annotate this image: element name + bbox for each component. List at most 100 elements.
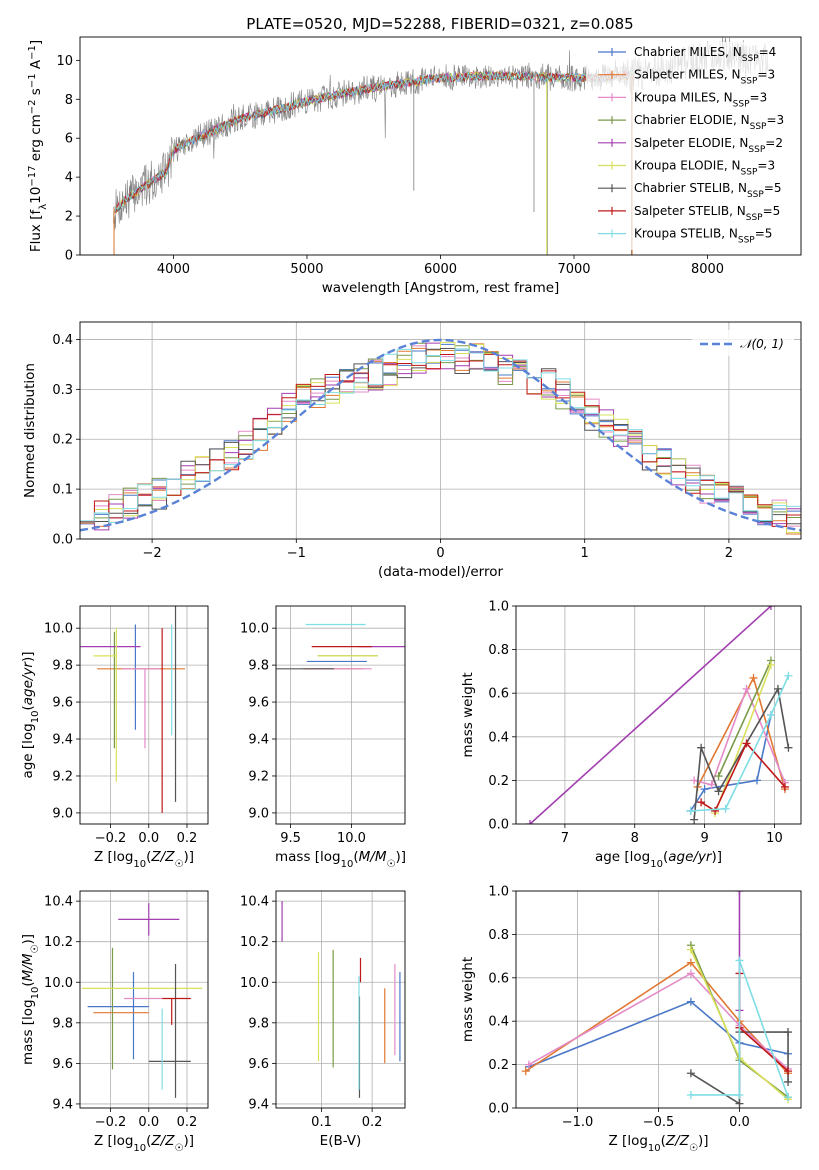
- label-part: Chabrier MILES, N: [634, 45, 742, 59]
- legend-label: Kroupa MILES, NSSP=3: [634, 90, 767, 109]
- data-point: [87, 972, 149, 1060]
- series: [735, 969, 793, 1076]
- x-tick-label: −1.0: [562, 1115, 594, 1130]
- y-tick-label: 9.2: [248, 769, 269, 784]
- x-tick-label: 5000: [290, 262, 323, 277]
- label-part: (: [661, 1133, 666, 1149]
- panel-mass-vs-ebv: 0.1 0.2 9.4 9.6 9.8 10.0 10.2 10.4 E(B-V): [240, 890, 406, 1149]
- legend-label: Chabrier MILES, NSSP=4: [634, 45, 776, 64]
- y-tick-label: 9.8: [52, 1016, 73, 1031]
- series-marker: [524, 1060, 533, 1069]
- legend-label: Kroupa STELIB, NSSP=5: [634, 227, 772, 246]
- x-tick-label: 0: [436, 546, 444, 561]
- x-tick-label: 0.2: [362, 1115, 383, 1130]
- label-part: Flux [f: [28, 209, 44, 253]
- label-part: (: [146, 849, 151, 865]
- x-tick-label: 8000: [691, 262, 724, 277]
- series-marker: [752, 776, 761, 785]
- axes-frame: [79, 36, 802, 256]
- label-part: )]: [712, 849, 723, 865]
- y-tick-label: 10.4: [240, 895, 269, 910]
- series-marker: [784, 1093, 793, 1102]
- legend-label: 𝒩(0, 1): [740, 337, 784, 351]
- label-part: −2: [27, 99, 38, 114]
- y-axis-label: mass [log10(M/M☉)]: [20, 934, 41, 1065]
- series-marker: [714, 772, 723, 781]
- x-axis-label: (data-model)/error: [378, 564, 504, 580]
- label-part: Normed distribution: [22, 363, 38, 498]
- y-tick-label: 9.4: [52, 733, 73, 748]
- label-part: =3: [757, 159, 775, 173]
- series: [690, 684, 793, 824]
- y-tick-label: 0.0: [488, 1102, 509, 1117]
- label-part: ☉: [174, 859, 183, 870]
- label-part: Z/Z: [150, 849, 175, 865]
- label-part: wavelength [Angstrom, rest frame]: [322, 280, 560, 296]
- label-part: =4: [759, 45, 777, 59]
- panel-mass-vs-Z: −0.2 0.0 0.29.49.69.810.010.210.4Z [log10(…: [20, 890, 209, 1154]
- data-point: [93, 628, 117, 782]
- label-part: (: [20, 705, 36, 710]
- label-part: age [log: [595, 849, 650, 865]
- x-tick-label: 0.2: [177, 1115, 198, 1130]
- label-part: SSP: [747, 190, 764, 200]
- legend-label: Chabrier ELODIE, NSSP=3: [634, 113, 784, 132]
- label-part: ☉: [689, 1143, 698, 1154]
- series-marker: [690, 815, 699, 824]
- series-marker: [773, 684, 782, 693]
- x-tick-label: 9: [700, 831, 708, 846]
- data-point: [118, 903, 180, 936]
- label-part: =5: [764, 181, 782, 195]
- y-tick-label: 9.4: [52, 1097, 73, 1112]
- series: [525, 606, 775, 824]
- label-part: 10: [648, 1143, 661, 1154]
- label-part: 10: [28, 187, 44, 204]
- x-tick-label: 10: [766, 831, 783, 846]
- label-part: )]: [20, 934, 36, 945]
- y-tick-label: 10.0: [240, 622, 269, 637]
- x-tick-label: 7000: [557, 262, 590, 277]
- label-part: )]: [183, 1133, 194, 1149]
- label-part: )]: [20, 651, 36, 662]
- y-tick-label: 9.8: [52, 659, 73, 674]
- label-part: mass weight: [460, 672, 476, 757]
- series-line: [700, 741, 786, 813]
- y-tick-label: 0.8: [488, 643, 509, 658]
- series-marker: [521, 1067, 530, 1076]
- series-marker: [766, 660, 775, 669]
- y-tick-label: 9.6: [52, 1057, 73, 1072]
- y-tick-label: 9.8: [248, 1016, 269, 1031]
- axes-frame: [275, 890, 406, 1109]
- x-tick-label: −1: [287, 546, 306, 561]
- label-part: Chabrier STELIB, N: [634, 181, 747, 195]
- x-tick-label: 0.1: [311, 1115, 332, 1130]
- panel-age-vs-Z: −0.2 0.0 0.29.09.29.49.69.810.0Z [log10(Z/…: [20, 605, 209, 870]
- axes-frame: [79, 605, 209, 825]
- y-tick-label: 9.0: [248, 806, 269, 821]
- y-tick-label: 1.0: [488, 600, 509, 615]
- label-part: 10: [30, 987, 41, 1000]
- y-tick-label: 0.4: [488, 1015, 509, 1030]
- y-tick-label: 0.3: [52, 383, 73, 398]
- label-part: =2: [765, 136, 783, 150]
- label-part: 10: [341, 859, 354, 870]
- x-tick-label: 2: [725, 546, 733, 561]
- plot-area: [276, 623, 405, 670]
- y-tick-label: 9.4: [248, 733, 269, 748]
- series-marker: [766, 606, 775, 610]
- y-axis-label: Normed distribution: [22, 363, 38, 498]
- x-tick-label: −0.5: [643, 1115, 675, 1130]
- series: [714, 656, 775, 781]
- panel-residuals: −2 −1 0 1 2 0.0 0.1 0.2 0.3 0.4 𝒩(0, 1) (data-model…: [22, 321, 802, 580]
- series-marker: [784, 1028, 793, 1037]
- label-part: SSP: [746, 213, 763, 223]
- series-marker: [721, 804, 730, 813]
- label-part: (: [20, 981, 36, 986]
- series-line: [689, 714, 772, 812]
- y-tick-label: 4: [65, 171, 73, 186]
- x-tick-label: 0.0: [138, 831, 159, 846]
- model-line: [114, 70, 634, 213]
- label-part: −17: [27, 166, 38, 187]
- label-part: SSP: [733, 99, 750, 109]
